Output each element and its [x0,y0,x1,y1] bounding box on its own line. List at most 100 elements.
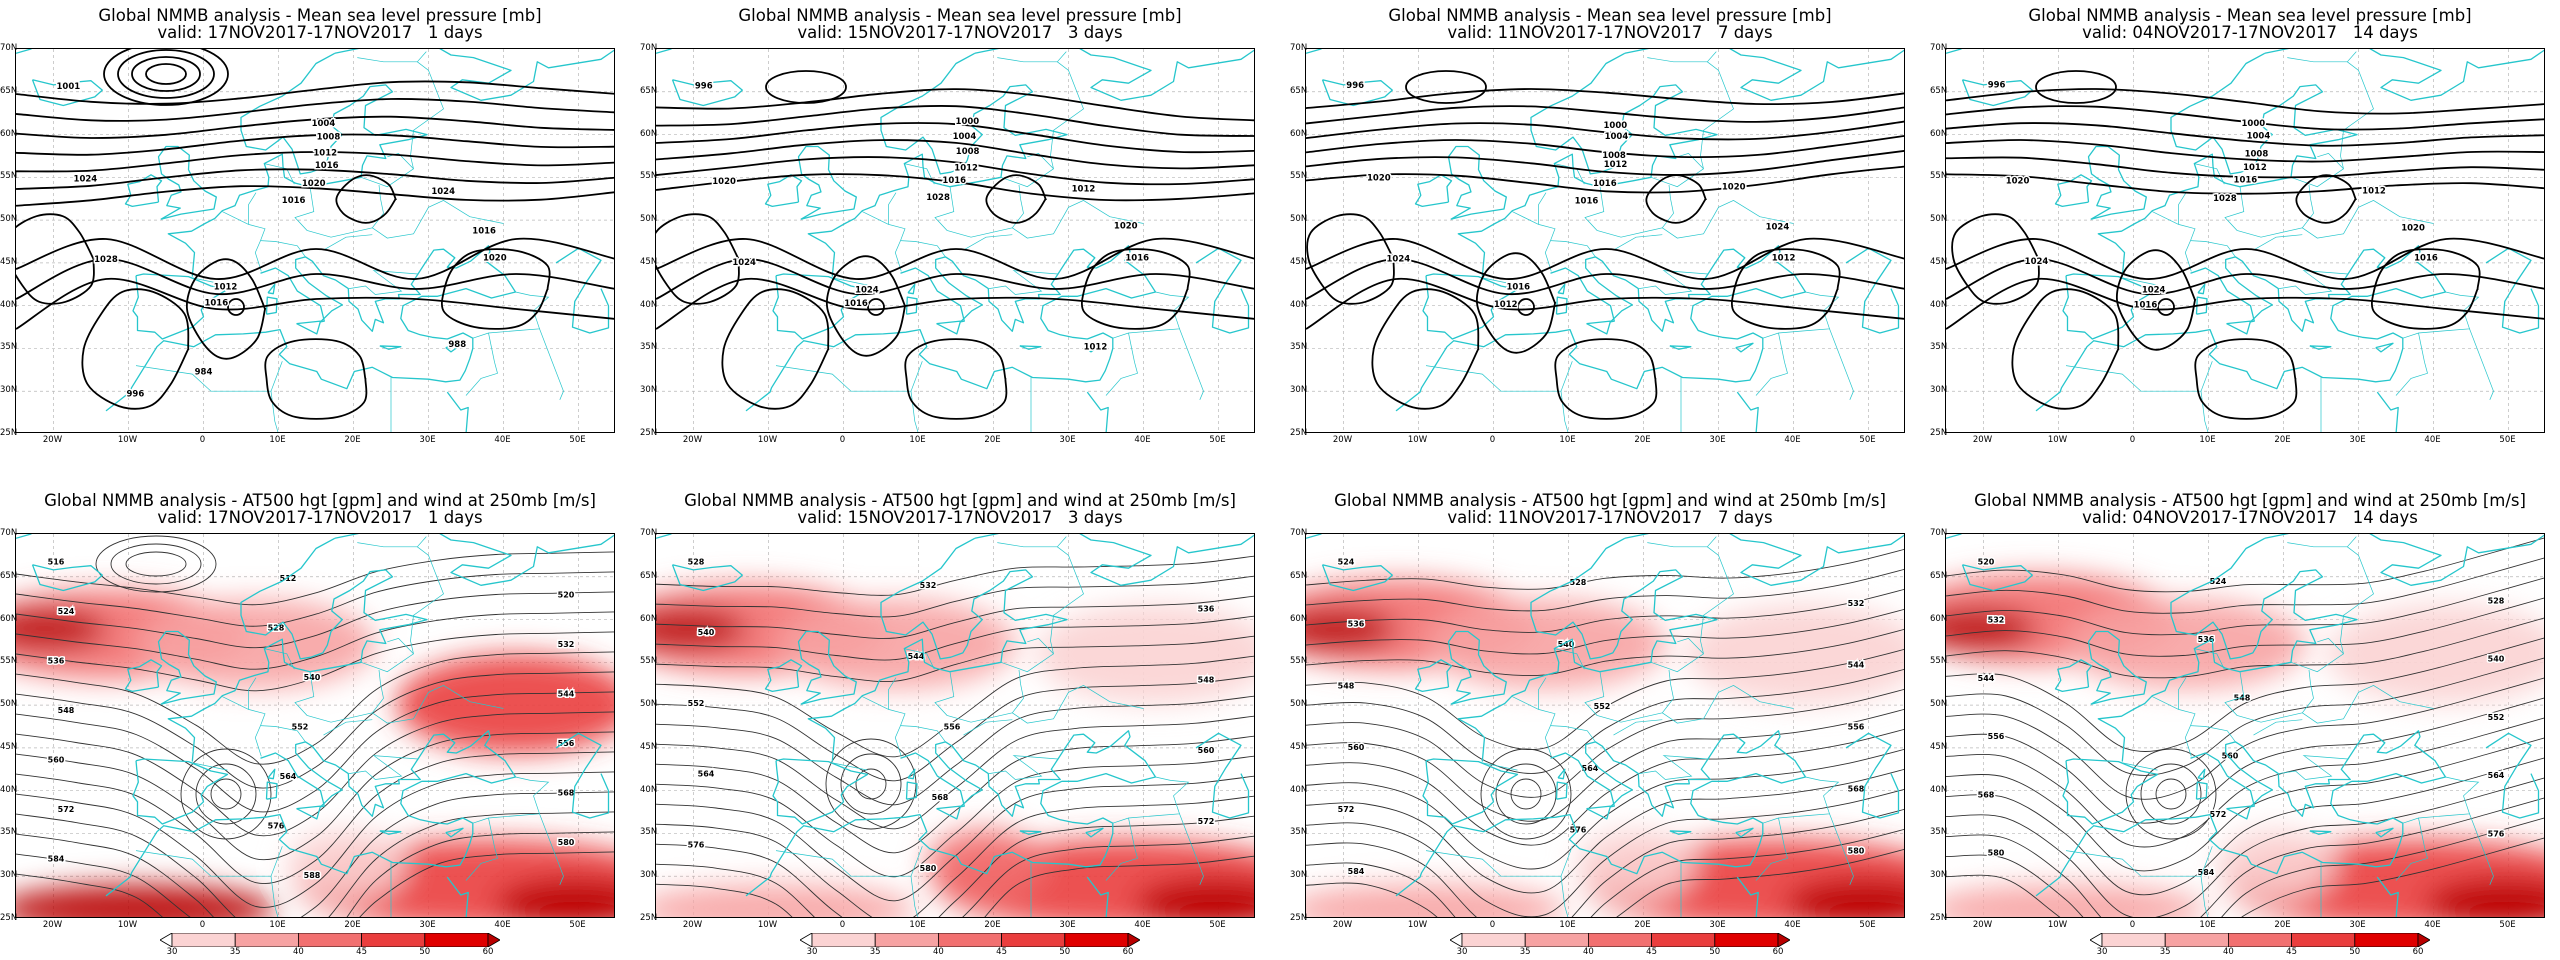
isobar [16,258,614,300]
country-border [1662,685,1794,724]
latitude-label: 25N [640,913,658,923]
coastline [334,49,614,101]
coastline [1555,296,1568,315]
country-border [1613,719,1663,736]
country-border [1755,817,1788,881]
wind-colorbar: 30 35 40 45 50 60 [1449,932,1791,957]
country-border [357,51,427,63]
height-contour [1306,588,1904,633]
latitude-label: 25N [640,428,658,438]
country-border [1647,51,1717,63]
contour-label: 576 [2488,829,2505,838]
coastlines [1306,534,1904,917]
isobar [867,298,885,316]
isobar-label: 1001 [56,82,80,92]
latitude-label: 30N [1290,385,1308,396]
isobar-label: 1016 [942,176,966,186]
colorbar-segment [234,932,299,948]
height-contour [1946,817,2544,917]
coastline [2309,345,2332,350]
panel-title: Global NMMB analysis - AT500 hgt [gpm] a… [1974,491,2526,510]
longitude-label: 50E [2499,435,2516,445]
colorbar-segment [297,932,362,948]
coastline [2195,296,2208,315]
latitude-label: 55N [1290,656,1308,667]
contour-label: 556 [1848,723,1865,732]
colorbar-arrow-right [2417,932,2431,948]
isobar [2157,298,2175,316]
map-area: 528 532 536 540 544 548 552 556 560 564 568 572 576 5… [655,533,1255,918]
latitude-label: 50N [0,214,18,225]
isobar [1946,173,2544,195]
map-canvas: 996 1000 1004 1008 1012 1016 1020 1024 1028 1016 1… [656,49,1254,432]
country-border [910,391,919,432]
wind-speed-area [1426,599,1666,689]
country-border [2287,536,2357,548]
country-border [387,638,414,655]
isobar [16,277,614,330]
wind-speed-area [2426,879,2544,917]
height-contour [110,543,202,585]
contour-label: 564 [280,772,297,781]
longitude-label: 10E [269,435,286,445]
country-border [260,725,306,743]
country-border [1829,328,1854,400]
isobar [1306,135,1904,159]
height-contour [1946,837,2544,917]
height-contour [1306,768,1904,894]
country-border [988,755,1059,780]
coastline [1586,320,1612,335]
contour-label: 544 [908,652,925,661]
contour-label: 528 [688,558,705,567]
latitude-label: 35N [640,342,658,353]
isobar [1306,105,1904,125]
coastline [1736,391,1759,432]
height-contour [825,738,917,830]
colorbar-segment [361,932,426,948]
height-contour [656,855,1254,917]
latitude-label: 60N [0,128,18,139]
mslp-panel-2: Global NMMB analysis - Mean sea level pr… [1290,0,1930,445]
country-border [862,211,906,272]
country-border [1620,184,1674,238]
colorbar-arrow-left [159,932,173,948]
longitude-label: 50E [1859,435,1876,445]
longitude-label: 0 [2129,435,2136,445]
country-border [2224,186,2262,238]
isobar [131,56,201,92]
contour-label: 540 [698,628,715,637]
longitude-label: 10E [2199,435,2216,445]
panel-valid-period: valid: 15NOV2017-17NOV2017 3 days [797,23,1123,42]
map-canvas: 1001 1004 1008 1012 1016 1020 1024 1028 1016 1020… [16,49,614,432]
latitude-label: 40N [640,784,658,795]
z500-panel-3: Global NMMB analysis - AT500 hgt [gpm] a… [1930,485,2560,960]
coastline [905,781,918,800]
latitude-label: 70N [640,528,658,538]
height-contour [16,731,614,861]
height-contour [16,631,614,692]
coastline [105,245,517,412]
latitude-label: 45N [0,741,18,752]
coastlines [16,49,614,432]
grid [1306,49,1904,432]
colorbar-label: 50 [419,947,431,957]
country-border [2119,277,2158,286]
country-border [970,669,1024,723]
latitude-label: 40N [1290,784,1308,795]
coastline [2087,145,2147,220]
coastline [1735,342,1754,353]
longitude-label: 40E [494,920,511,930]
country-border [2278,755,2349,780]
coastline [1457,52,1718,277]
coastline [265,781,278,800]
country-border [775,361,923,392]
contour-label: 544 [1848,661,1865,670]
contour-label: 560 [1198,746,1215,755]
contour-label: 532 [558,640,575,649]
latitude-label: 70N [1290,528,1308,538]
coastlines [1306,49,1904,432]
colorbar-label: 35 [1519,947,1531,957]
coastline [1586,805,1612,820]
isobar [1946,88,2544,115]
isobar [1946,277,2544,330]
